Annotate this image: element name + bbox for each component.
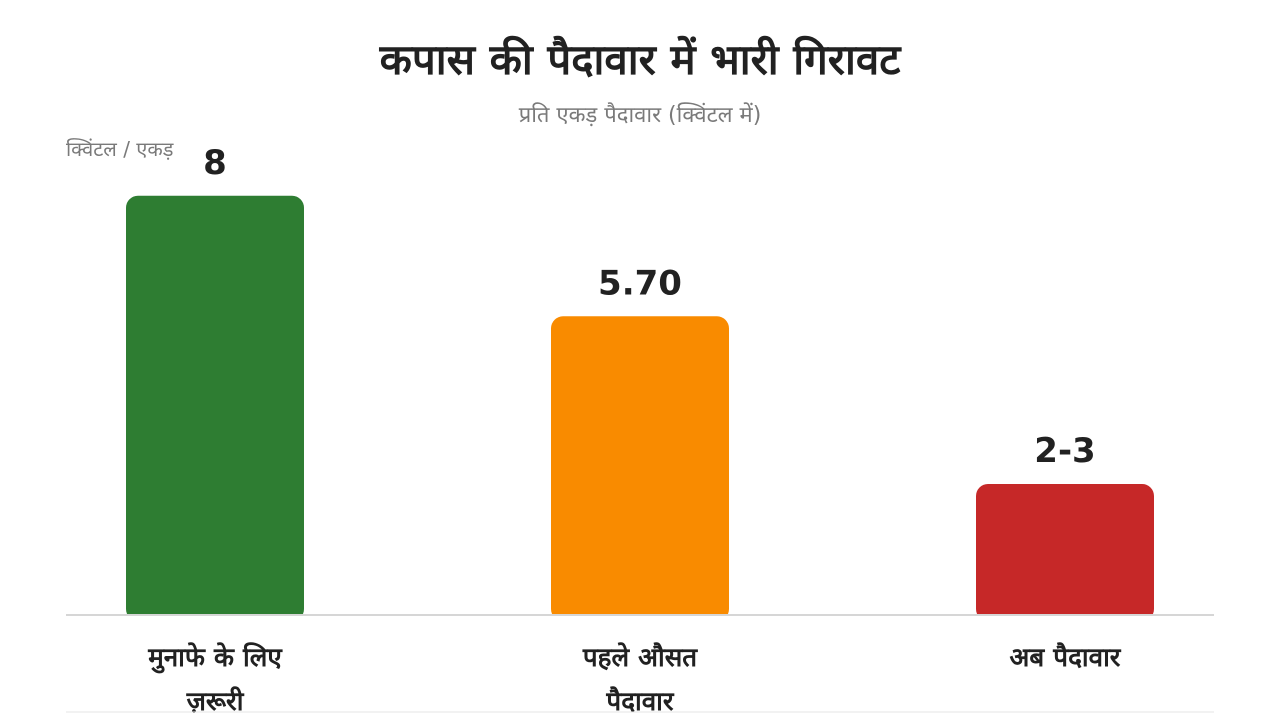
bar-2 [551,316,729,621]
category-label-2-line-1: पहले औसत [582,642,698,673]
bar-3 [976,483,1154,621]
category-label-1-line-1: मुनाफे के लिए [147,642,283,674]
value-label-2: 5.70 [598,263,682,303]
value-label-1: 8 [203,143,227,183]
category-label-3-line-1: अब पैदावार [1010,642,1122,673]
chart-subtitle: प्रति एकड़ पैदावार (क्विंटल में) [518,103,762,128]
baseline-mask [66,615,1214,625]
value-label-3: 2-3 [1034,431,1095,471]
bar-1 [126,195,304,621]
chart-title: कपास की पैदावार में भारी गिरावट [379,35,901,84]
y-axis-unit-label: क्विंटल / एकड़ [66,137,174,161]
